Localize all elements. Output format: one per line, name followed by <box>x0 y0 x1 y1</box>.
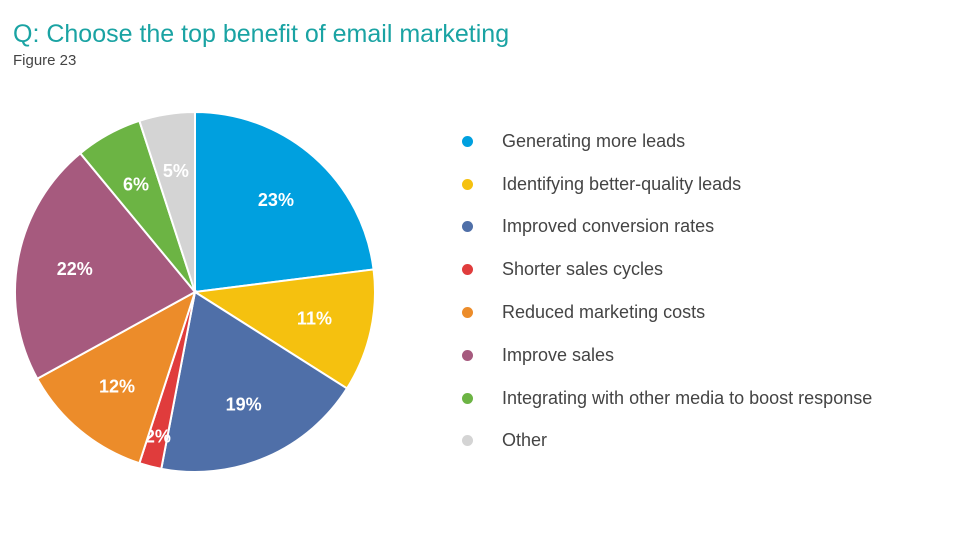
legend-swatch <box>462 435 473 447</box>
slice-data-label: 12% <box>99 376 135 396</box>
slice-data-label: 11% <box>297 309 332 329</box>
pie-slice <box>14 151 197 381</box>
legend-item: Other <box>462 420 872 463</box>
legend-label: Other <box>502 430 548 451</box>
pie-slice <box>35 289 197 465</box>
legend-label: Reduced marketing costs <box>502 302 706 323</box>
legend-swatch <box>462 221 473 233</box>
legend-swatch <box>462 307 473 319</box>
legend-item: Integrating with other media to boost re… <box>462 377 872 420</box>
legend-item: Reduced marketing costs <box>462 291 872 334</box>
slice-data-label: 23% <box>258 190 294 210</box>
legend-label: Identifying better-quality leads <box>502 173 742 194</box>
legend-item: Improve sales <box>462 334 872 377</box>
legend-item: Generating more leads <box>462 120 872 163</box>
legend-label: Generating more leads <box>502 130 686 151</box>
slice-data-label: 19% <box>226 394 262 414</box>
slice-data-label: 5% <box>163 161 189 181</box>
legend-swatch <box>462 135 473 147</box>
pie-slice <box>194 110 375 294</box>
legend-swatch <box>462 264 473 276</box>
chart-title: Q: Choose the top benefit of email marke… <box>13 20 510 48</box>
legend-item: Shorter sales cycles <box>462 248 872 291</box>
legend-label: Shorter sales cycles <box>502 259 664 280</box>
figure-number: Figure 23 <box>13 52 77 69</box>
legend-item: Improved conversion rates <box>462 206 872 249</box>
legend-swatch <box>462 392 473 404</box>
legend-label: Improve sales <box>502 344 615 365</box>
slice-data-label: 2% <box>145 427 171 447</box>
pie-slice <box>160 290 349 473</box>
pie-slice <box>138 110 196 293</box>
slice-data-label: 22% <box>57 259 93 279</box>
pie-slice <box>192 268 376 390</box>
legend-swatch <box>462 178 473 190</box>
legend-label: Integrating with other media to boost re… <box>502 387 873 408</box>
slice-data-label: 6% <box>123 175 149 195</box>
legend-label: Improved conversion rates <box>502 216 715 237</box>
legend-swatch <box>462 349 473 361</box>
legend-item: Identifying better-quality leads <box>462 163 872 206</box>
chart-legend: Generating more leads Identifying better-… <box>462 120 872 462</box>
